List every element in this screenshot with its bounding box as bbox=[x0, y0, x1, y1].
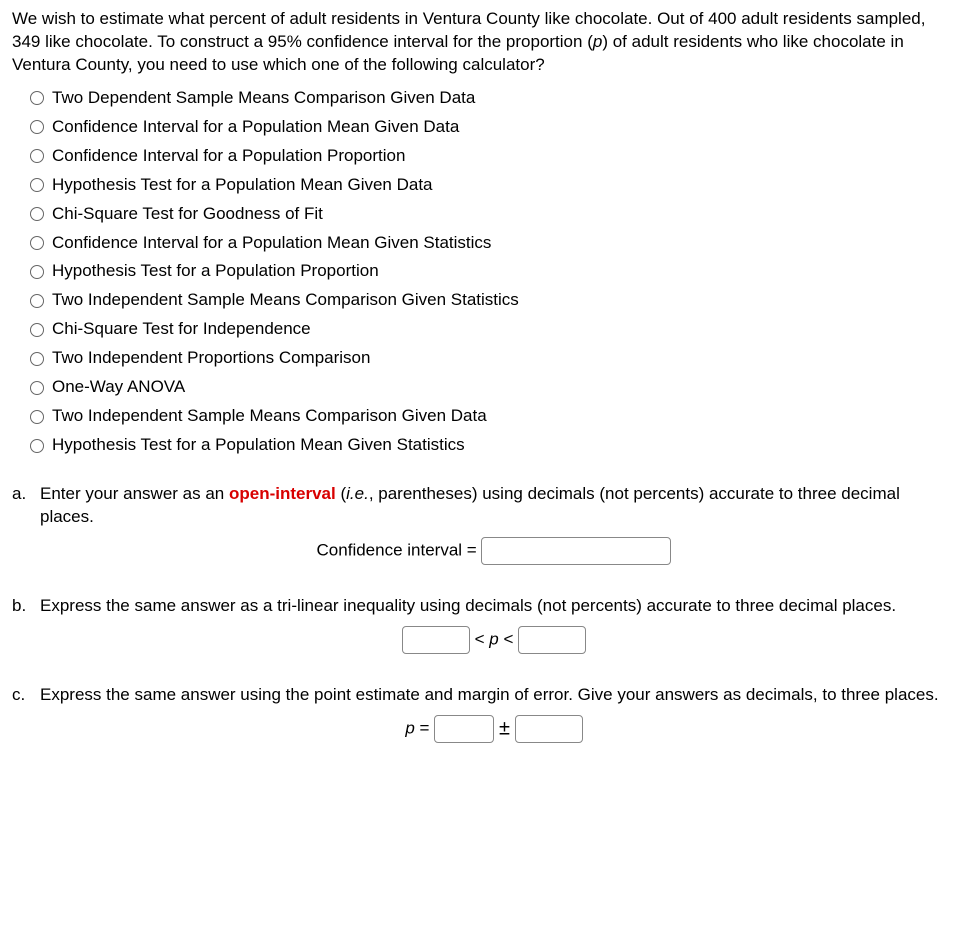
subparts: a. Enter your answer as an open-interval… bbox=[12, 483, 948, 743]
eq-sign: = bbox=[420, 718, 430, 737]
radio-icon[interactable] bbox=[30, 178, 44, 192]
point-estimate-input[interactable] bbox=[434, 715, 494, 743]
option-label: Hypothesis Test for a Population Mean Gi… bbox=[52, 434, 465, 457]
option-label: Two Independent Proportions Comparison bbox=[52, 347, 370, 370]
option-row[interactable]: Hypothesis Test for a Population Mean Gi… bbox=[30, 434, 948, 457]
open-interval-highlight: open-interval bbox=[229, 484, 336, 503]
option-row[interactable]: Two Dependent Sample Means Comparison Gi… bbox=[30, 87, 948, 110]
radio-icon[interactable] bbox=[30, 439, 44, 453]
radio-icon[interactable] bbox=[30, 91, 44, 105]
part-a-text-mid: ( bbox=[336, 484, 346, 503]
radio-icon[interactable] bbox=[30, 207, 44, 221]
option-label: Two Independent Sample Means Comparison … bbox=[52, 405, 487, 428]
part-c-input-row: p = ± bbox=[40, 715, 948, 743]
part-c-body: Express the same answer using the point … bbox=[40, 684, 948, 743]
option-row[interactable]: Confidence Interval for a Population Mea… bbox=[30, 232, 948, 255]
option-label: Chi-Square Test for Independence bbox=[52, 318, 311, 341]
lt1: < bbox=[475, 629, 485, 648]
part-c: c. Express the same answer using the poi… bbox=[12, 684, 948, 743]
option-label: Hypothesis Test for a Population Proport… bbox=[52, 260, 379, 283]
option-row[interactable]: Confidence Interval for a Population Mea… bbox=[30, 116, 948, 139]
option-row[interactable]: Confidence Interval for a Population Pro… bbox=[30, 145, 948, 168]
part-a: a. Enter your answer as an open-interval… bbox=[12, 483, 948, 565]
part-b-label: b. bbox=[12, 595, 32, 654]
option-row[interactable]: Two Independent Sample Means Comparison … bbox=[30, 405, 948, 428]
options-group: Two Dependent Sample Means Comparison Gi… bbox=[12, 87, 948, 457]
lower-bound-input[interactable] bbox=[402, 626, 470, 654]
part-b-text: Express the same answer as a tri-linear … bbox=[40, 596, 896, 615]
radio-icon[interactable] bbox=[30, 265, 44, 279]
part-c-label: c. bbox=[12, 684, 32, 743]
option-label: Confidence Interval for a Population Mea… bbox=[52, 116, 459, 139]
part-b: b. Express the same answer as a tri-line… bbox=[12, 595, 948, 654]
option-label: Two Dependent Sample Means Comparison Gi… bbox=[52, 87, 475, 110]
radio-icon[interactable] bbox=[30, 323, 44, 337]
ie-text: i.e. bbox=[346, 484, 369, 503]
radio-icon[interactable] bbox=[30, 120, 44, 134]
option-label: Chi-Square Test for Goodness of Fit bbox=[52, 203, 323, 226]
p-var: p bbox=[489, 629, 498, 648]
question-stem: We wish to estimate what percent of adul… bbox=[12, 8, 948, 77]
p-var-c: p bbox=[405, 718, 414, 737]
option-row[interactable]: Chi-Square Test for Goodness of Fit bbox=[30, 203, 948, 226]
radio-icon[interactable] bbox=[30, 236, 44, 250]
option-row[interactable]: Hypothesis Test for a Population Mean Gi… bbox=[30, 174, 948, 197]
part-b-body: Express the same answer as a tri-linear … bbox=[40, 595, 948, 654]
option-label: Hypothesis Test for a Population Mean Gi… bbox=[52, 174, 433, 197]
option-row[interactable]: Two Independent Proportions Comparison bbox=[30, 347, 948, 370]
part-a-input-row: Confidence interval = bbox=[40, 537, 948, 565]
option-row[interactable]: One-Way ANOVA bbox=[30, 376, 948, 399]
part-b-input-row: < p < bbox=[40, 626, 948, 654]
confidence-interval-input[interactable] bbox=[481, 537, 671, 565]
part-a-text-before: Enter your answer as an bbox=[40, 484, 229, 503]
lt2: < bbox=[503, 629, 513, 648]
upper-bound-input[interactable] bbox=[518, 626, 586, 654]
part-a-label: a. bbox=[12, 483, 32, 565]
option-row[interactable]: Hypothesis Test for a Population Proport… bbox=[30, 260, 948, 283]
radio-icon[interactable] bbox=[30, 352, 44, 366]
option-label: Two Independent Sample Means Comparison … bbox=[52, 289, 519, 312]
option-row[interactable]: Chi-Square Test for Independence bbox=[30, 318, 948, 341]
option-row[interactable]: Two Independent Sample Means Comparison … bbox=[30, 289, 948, 312]
option-label: Confidence Interval for a Population Mea… bbox=[52, 232, 491, 255]
part-c-text: Express the same answer using the point … bbox=[40, 685, 939, 704]
p-symbol: p bbox=[593, 32, 602, 51]
radio-icon[interactable] bbox=[30, 149, 44, 163]
margin-error-input[interactable] bbox=[515, 715, 583, 743]
part-a-body: Enter your answer as an open-interval (i… bbox=[40, 483, 948, 565]
option-label: Confidence Interval for a Population Pro… bbox=[52, 145, 405, 168]
option-label: One-Way ANOVA bbox=[52, 376, 185, 399]
radio-icon[interactable] bbox=[30, 294, 44, 308]
radio-icon[interactable] bbox=[30, 410, 44, 424]
plus-minus-icon: ± bbox=[499, 717, 510, 739]
radio-icon[interactable] bbox=[30, 381, 44, 395]
ci-label: Confidence interval = bbox=[317, 540, 477, 559]
